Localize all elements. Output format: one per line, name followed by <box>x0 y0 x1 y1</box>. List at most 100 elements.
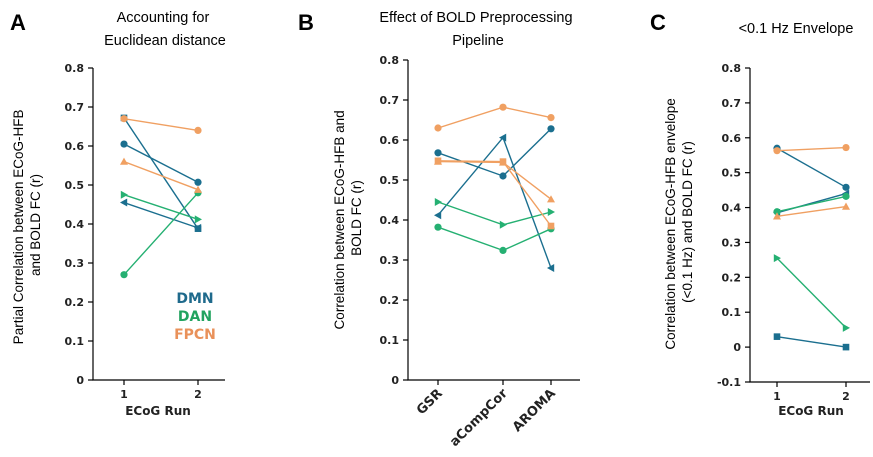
panel-a-series-line-fpcn <box>123 160 199 191</box>
panel-a: A Accounting for Euclidean distance Part… <box>10 10 226 418</box>
panel-b-point-fpcn <box>547 114 555 122</box>
panel-c-ytick-label: 0.5 <box>722 167 742 180</box>
panel-a-point-dan <box>120 271 128 279</box>
panel-c-point-dmn <box>842 343 850 351</box>
legend-fpcn: FPCN <box>174 327 216 343</box>
panel-b-title-line1: Effect of BOLD Preprocessing <box>379 10 572 26</box>
legend: DMN DAN FPCN <box>174 291 216 343</box>
panel-a-series-line-dmn <box>123 201 199 229</box>
panel-b-ytick-label: 0.8 <box>380 54 400 67</box>
panel-c-axes <box>749 68 870 383</box>
panel-b-title: Effect of BOLD Preprocessing Pipeline <box>379 10 576 49</box>
panel-a-ytick-label: 0.6 <box>65 140 85 153</box>
panel-b-point-fpcn <box>499 158 507 166</box>
panel-c-yticks: -0.1 0 0.1 0.2 0.3 0.4 0.5 0.6 0.7 0.8 <box>717 62 750 389</box>
panel-a-ylabel-line2: and BOLD FC (r) <box>28 174 43 276</box>
panel-a-ytick-label: 0.4 <box>65 218 85 231</box>
panel-b-ytick-label: 0.2 <box>380 294 400 307</box>
panel-c-point-dmn <box>773 333 781 340</box>
panel-a-ylabel: Partial Correlation between ECoG-HFB and… <box>11 106 43 345</box>
panel-a-series-line-dan <box>123 194 199 220</box>
panel-c-title: <0.1 Hz Envelope <box>739 21 854 37</box>
panel-a-ylabel-line1: Partial Correlation between ECoG-HFB <box>11 109 26 344</box>
panel-c-xlabel: ECoG Run <box>778 404 844 418</box>
panel-c-ytick-label: 0 <box>733 341 741 354</box>
panel-b-series <box>434 103 555 272</box>
panel-b-axes <box>407 60 580 381</box>
panel-c-series-line-dan <box>776 257 847 329</box>
panel-b-series-line-fpcn <box>437 106 552 129</box>
panel-b-letter: B <box>298 10 314 35</box>
panel-a-series <box>120 114 202 279</box>
panel-b: B Effect of BOLD Preprocessing Pipeline … <box>298 10 580 450</box>
panel-b-point-fpcn <box>434 124 442 132</box>
panel-b-ylabel: Correlation between ECoG-HFB and BOLD FC… <box>332 107 364 330</box>
panel-a-point-fpcn <box>120 157 128 165</box>
panel-b-ytick-label: 0 <box>391 374 399 387</box>
legend-dan: DAN <box>178 309 212 325</box>
panel-c-point-dan <box>773 208 781 216</box>
panel-b-point-fpcn <box>434 157 442 165</box>
panel-c-ytick-label: 0.8 <box>722 62 742 75</box>
panel-c: C <0.1 Hz Envelope Correlation between E… <box>650 10 870 418</box>
panel-c-point-fpcn <box>773 212 781 220</box>
panel-b-ylabel-line2: BOLD FC (r) <box>349 180 364 256</box>
panel-c-series-line-fpcn <box>776 146 847 152</box>
panel-c-ytick-label: 0.4 <box>722 202 742 215</box>
panel-b-xtick-label: GSR <box>414 386 446 418</box>
panel-a-ytick-label: 0.8 <box>65 62 85 75</box>
panel-b-point-dan <box>434 198 442 206</box>
panel-b-point-dmn <box>547 264 555 272</box>
panel-a-xtick-label: 2 <box>194 388 202 401</box>
panel-a-point-dmn <box>120 198 128 207</box>
panel-b-point-fpcn <box>499 103 507 111</box>
panel-a-ytick-label: 0.5 <box>65 179 85 192</box>
panel-a-xlabel: ECoG Run <box>125 404 191 418</box>
panel-c-series-line-dmn <box>776 147 847 188</box>
panel-b-yticks: 0 0.1 0.2 0.3 0.4 0.5 0.6 0.7 0.8 <box>380 54 408 387</box>
panel-b-point-dan <box>547 208 555 216</box>
panel-a-ytick-label: 0.2 <box>65 296 85 309</box>
panel-c-point-fpcn <box>842 202 850 210</box>
panel-a-xtick-label: 1 <box>120 388 128 401</box>
panel-a-point-dan <box>120 190 128 199</box>
panel-b-xticks: GSR aCompCor AROMA <box>414 380 559 450</box>
panel-a-point-dan <box>194 215 202 224</box>
panel-c-ylabel: Correlation between ECoG-HFB envelope (<… <box>663 94 695 349</box>
panel-c-xtick-label: 2 <box>842 390 850 403</box>
panel-c-point-dan <box>773 254 781 263</box>
panel-b-point-dmn <box>547 125 555 133</box>
panel-a-ytick-label: 0.1 <box>65 335 85 348</box>
panel-b-ylabel-line1: Correlation between ECoG-HFB and <box>332 110 347 329</box>
panel-b-ytick-label: 0.5 <box>380 174 400 187</box>
panel-a-point-dmn <box>194 223 202 232</box>
panel-c-point-fpcn <box>773 147 781 155</box>
panel-c-xtick-label: 1 <box>773 390 781 403</box>
panel-a-series-line-fpcn <box>123 118 199 132</box>
panel-b-series-line-fpcn <box>437 160 552 200</box>
panel-b-ytick-label: 0.3 <box>380 254 400 267</box>
panel-c-ytick-label: 0.2 <box>722 271 742 284</box>
panel-c-ytick-label: 0.1 <box>722 306 742 319</box>
panel-a-point-fpcn <box>194 126 202 134</box>
panel-c-point-dmn <box>842 183 850 191</box>
panel-b-ytick-label: 0.6 <box>380 134 400 147</box>
panel-c-ylabel-line1: Correlation between ECoG-HFB envelope <box>663 98 678 349</box>
panel-b-point-dan <box>499 220 507 229</box>
panel-b-xtick-label: aCompCor <box>447 386 511 450</box>
panel-a-letter: A <box>10 10 26 35</box>
panel-c-point-fpcn <box>842 143 850 152</box>
panel-b-point-dmn <box>499 172 507 180</box>
panel-b-point-dan <box>434 223 442 231</box>
panel-b-point-fpcn <box>547 195 555 203</box>
panel-a-series-line-dmn <box>123 143 199 183</box>
panel-a-title-line2: Euclidean distance <box>104 33 226 49</box>
panel-c-letter: C <box>650 10 666 35</box>
panel-c-ylabel-line2: (<0.1 Hz) and BOLD FC (r) <box>680 141 695 303</box>
panel-a-point-dmn <box>120 140 128 148</box>
panel-c-point-dan <box>842 323 850 332</box>
panel-a-point-dmn <box>194 178 202 186</box>
panel-c-ytick-label: 0.3 <box>722 236 742 249</box>
